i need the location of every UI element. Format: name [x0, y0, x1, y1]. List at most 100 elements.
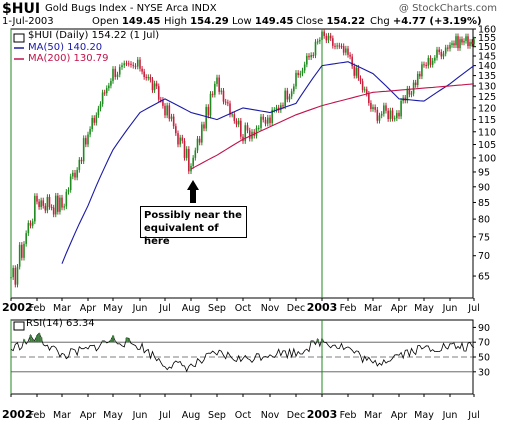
rsi-legend: RSI(14) 63.34	[26, 318, 95, 329]
chart-title: Gold Bugs Index - NYSE Arca INDX	[45, 3, 217, 14]
candle-body	[194, 150, 197, 158]
candle-body	[185, 148, 188, 158]
candle-body	[145, 76, 148, 78]
x-tick-label: 2002	[2, 408, 33, 421]
candle-body	[74, 172, 76, 178]
x-tick-label: Jul	[158, 303, 170, 314]
candle-body	[332, 38, 334, 46]
candle-body	[383, 105, 385, 114]
rsi-overbought-fill	[38, 333, 41, 343]
candle-body	[44, 205, 47, 211]
candle-body	[459, 39, 461, 49]
x-tick-label: Aug	[182, 410, 201, 421]
rsi-overbought-fill	[36, 335, 39, 343]
candle-body	[262, 116, 265, 120]
candle-body	[134, 65, 137, 67]
candle-body	[205, 106, 207, 129]
y-tick-label: 115	[478, 115, 496, 126]
candle-body	[338, 45, 341, 47]
candle-body	[235, 120, 238, 125]
candle-body	[457, 36, 459, 49]
candle-body	[116, 74, 119, 77]
candle-body	[406, 88, 409, 101]
candle-body	[207, 106, 210, 116]
candle-body	[218, 77, 220, 92]
y-tick-label: 85	[478, 198, 490, 209]
quote-open: Open 149.45	[92, 16, 161, 27]
candle-body	[99, 103, 102, 109]
candle-body	[63, 206, 65, 208]
candle-body	[27, 223, 30, 234]
y-tick-label: 155	[478, 33, 496, 44]
candle-body	[361, 81, 364, 90]
candle-body	[220, 90, 223, 92]
x-tick-label: Feb	[29, 303, 46, 314]
candle-body	[149, 77, 152, 80]
candle-body	[143, 71, 145, 77]
candle-body	[323, 31, 325, 36]
candle-body	[179, 137, 181, 145]
candle-body	[461, 39, 463, 43]
candle-body	[286, 90, 289, 100]
annotation-arrow	[187, 180, 199, 203]
quote-close: Close 154.22	[296, 16, 366, 27]
x-tick-label: Apr	[391, 303, 408, 314]
candle-body	[123, 63, 126, 66]
x-tick-label: May	[103, 410, 123, 421]
chart-symbol: $HUI	[2, 1, 41, 17]
candle-body	[425, 64, 427, 66]
candle-body	[393, 118, 396, 120]
candle-body	[440, 52, 443, 57]
candle-body	[334, 45, 336, 47]
quote-change: Chg +4.77 (+3.19%)	[370, 16, 482, 27]
candle-body	[273, 109, 276, 111]
y-tick-label: 70	[478, 338, 490, 349]
y-tick-label: 120	[478, 103, 496, 114]
candle-body	[61, 197, 63, 208]
rsi-overbought-fill	[312, 340, 315, 343]
candle-body	[170, 116, 173, 119]
candle-body	[112, 68, 114, 81]
candle-body	[80, 159, 83, 162]
candle-body	[465, 36, 467, 41]
candle-body	[34, 195, 36, 222]
candle-body	[103, 92, 106, 94]
candle-body	[29, 223, 32, 226]
rsi-overbought-fill	[321, 338, 324, 343]
ma50-line	[61, 61, 475, 264]
y-tick-label: 135	[478, 71, 496, 82]
x-tick-label: Nov	[261, 410, 280, 421]
candle-body	[16, 266, 19, 285]
candle-body	[408, 88, 411, 95]
candle-body	[347, 48, 349, 55]
candle-body	[299, 73, 302, 76]
candle-body	[231, 114, 233, 116]
candle-body	[451, 43, 453, 45]
candle-body	[153, 83, 156, 91]
candle-body	[147, 77, 150, 79]
rsi-overbought-fill	[316, 339, 319, 343]
candle-body	[340, 46, 343, 48]
rsi-legend-swatch	[13, 321, 25, 331]
candle-body	[82, 138, 85, 162]
candle-body	[108, 85, 110, 89]
x-tick-label: Nov	[261, 303, 280, 314]
x-tick-label: Sep	[208, 410, 226, 421]
x-tick-label: Mar	[53, 303, 71, 314]
ma50-legend: MA(50) 140.20	[28, 42, 103, 53]
x-tick-label: Feb	[340, 303, 357, 314]
candle-body	[345, 48, 347, 53]
stockcharts-watermark: @ StockCharts.com	[398, 3, 497, 14]
x-tick-label: May	[103, 303, 123, 314]
x-tick-label: 2003	[307, 408, 338, 421]
price-legend-swatch	[13, 33, 25, 43]
candle-body	[244, 125, 247, 142]
candle-body	[201, 124, 203, 143]
candle-body	[306, 55, 308, 65]
x-tick-label: Apr	[391, 410, 408, 421]
candle-body	[314, 41, 317, 56]
price-legend-main: $HUI (Daily) 154.22 (1 Jul)	[28, 30, 160, 41]
x-tick-label: Dec	[287, 303, 305, 314]
y-tick-label: 110	[478, 127, 496, 138]
candle-body	[240, 120, 242, 137]
